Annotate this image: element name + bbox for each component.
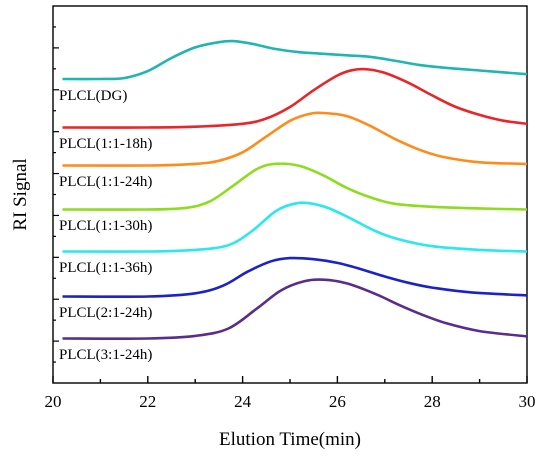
series-line-1 bbox=[62, 39, 528, 81]
series-label-7: PLCL(3:1-24h) bbox=[59, 347, 152, 363]
series-line-7 bbox=[62, 278, 528, 340]
series-line-2 bbox=[62, 67, 528, 129]
x-tick-label: 28 bbox=[424, 392, 441, 411]
series-line-3 bbox=[62, 111, 528, 167]
x-tick-label: 24 bbox=[234, 392, 252, 411]
series-label-6: PLCL(2:1-24h) bbox=[59, 305, 152, 321]
x-tick-label: 30 bbox=[519, 392, 536, 411]
x-tick-label: 22 bbox=[139, 392, 156, 411]
x-tick-label: 26 bbox=[329, 392, 346, 411]
x-axis-label: Elution Time(min) bbox=[219, 429, 361, 450]
series-labels: PLCL(DG) PLCL(1:1-18h) PLCL(1:1-24h) PLCL(1… bbox=[59, 88, 152, 363]
series-line-6 bbox=[62, 256, 528, 299]
series-label-1: PLCL(DG) bbox=[59, 88, 127, 104]
series-curves bbox=[62, 39, 528, 340]
x-tick-label: 20 bbox=[45, 392, 62, 411]
y-axis bbox=[53, 26, 59, 363]
x-axis: 20 22 24 26 28 30 bbox=[45, 376, 536, 411]
plot-area: PLCL(DG) PLCL(1:1-18h) PLCL(1:1-24h) PLCL(1… bbox=[45, 5, 536, 411]
series-line-5 bbox=[62, 201, 528, 253]
series-label-4: PLCL(1:1-30h) bbox=[59, 218, 152, 234]
series-label-3: PLCL(1:1-24h) bbox=[59, 174, 152, 190]
y-axis-label: RI Signal bbox=[10, 158, 31, 230]
series-line-4 bbox=[62, 162, 528, 211]
series-label-5: PLCL(1:1-36h) bbox=[59, 260, 152, 276]
series-label-2: PLCL(1:1-18h) bbox=[59, 136, 152, 152]
